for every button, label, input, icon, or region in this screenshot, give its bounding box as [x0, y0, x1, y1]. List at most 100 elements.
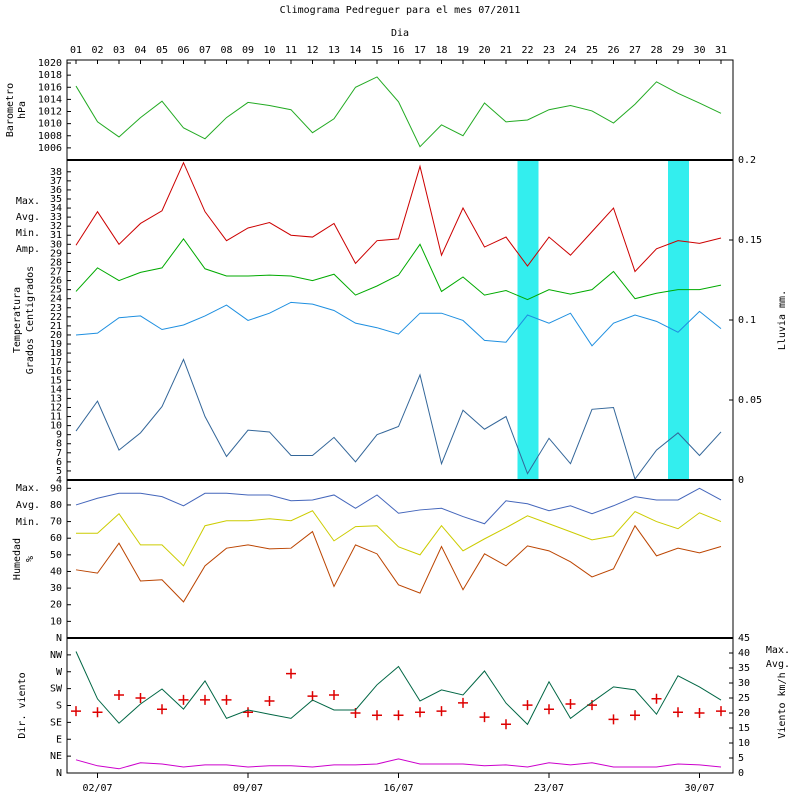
day-label: 18	[435, 45, 447, 56]
day-label: 14	[349, 45, 361, 56]
y-tick-label: 30	[50, 239, 62, 250]
y2-axis-title: Viento km/h	[777, 672, 788, 738]
wind-direction-marker	[630, 710, 640, 721]
y-tick-label: 25	[50, 285, 62, 296]
day-label: 30	[693, 45, 705, 56]
y-axis-title: hPa	[17, 101, 28, 119]
y-tick-label: NE	[50, 751, 62, 762]
legend-label: Min.	[16, 228, 40, 239]
y-tick-label: 33	[50, 212, 62, 223]
y-tick-label: 21	[50, 321, 62, 332]
y-tick-label: 29	[50, 248, 62, 259]
y2-tick-label: 45	[738, 633, 750, 644]
day-label: 13	[328, 45, 340, 56]
y-axis-title: Dir. viento	[17, 672, 28, 738]
day-label: 24	[564, 45, 576, 56]
y-axis-title: Humedad	[12, 538, 23, 580]
wind-direction-marker	[393, 710, 404, 721]
y-tick-label: 34	[50, 203, 62, 214]
rain-bar	[668, 160, 689, 480]
y-tick-label: 1010	[38, 119, 62, 130]
y2-tick-label: 20	[738, 708, 750, 719]
legend-label: Avg.	[16, 500, 40, 511]
wind-direction-marker	[286, 668, 296, 679]
y-tick-label: 38	[50, 167, 62, 178]
y-tick-label: 17	[50, 357, 62, 368]
y-tick-label: 11	[50, 412, 62, 423]
y-tick-label: 15	[50, 375, 62, 386]
wind-direction-marker	[114, 690, 124, 700]
y-tick-label: 27	[50, 267, 62, 278]
y-tick-label: NW	[50, 650, 63, 661]
y-tick-label: E	[56, 734, 62, 745]
legend-label: Avg.	[16, 212, 40, 223]
y-tick-label: 10	[50, 421, 62, 432]
y2-tick-label: 0.05	[738, 395, 762, 406]
day-label: 26	[607, 45, 619, 56]
day-label: 08	[220, 45, 232, 56]
wind-direction-marker	[544, 704, 554, 715]
wind-direction-marker	[264, 696, 275, 706]
y-tick-label: 1014	[38, 94, 62, 105]
day-label: 10	[263, 45, 275, 56]
y2-tick-label: 30	[738, 678, 750, 689]
y-tick-label: 1006	[38, 143, 62, 154]
day-label: 07	[199, 45, 211, 56]
wind-direction-marker	[458, 697, 468, 708]
series-line	[75, 238, 722, 301]
y-axis-title: %	[25, 556, 36, 562]
day-label: 02	[91, 45, 103, 56]
wind-direction-marker	[651, 693, 662, 704]
wind-direction-marker	[372, 710, 382, 721]
y-tick-label: 31	[50, 230, 62, 241]
wind-direction-marker	[479, 712, 490, 723]
series-line	[76, 510, 722, 567]
y-tick-label: 50	[50, 550, 62, 561]
day-label: 05	[156, 45, 168, 56]
y-tick-label: N	[56, 768, 62, 779]
day-label: 03	[113, 45, 125, 56]
day-label: 22	[521, 45, 533, 56]
y-tick-label: 14	[50, 384, 62, 395]
y-axis-title: Barometro	[5, 83, 16, 137]
series-line	[75, 651, 722, 726]
wind-direction-marker	[92, 707, 103, 718]
wind-direction-marker	[565, 699, 576, 709]
wind-direction-marker	[673, 707, 683, 718]
day-label: 28	[650, 45, 662, 56]
day-label: 21	[500, 45, 512, 56]
legend-label: Max.	[16, 483, 40, 494]
y-tick-label: 16	[50, 366, 62, 377]
series-line	[75, 76, 722, 148]
y-tick-label: 9	[56, 430, 62, 441]
y2-tick-label: 15	[738, 723, 750, 734]
y2-tick-label: 35	[738, 663, 750, 674]
series-line	[75, 758, 722, 770]
day-label: 15	[371, 45, 383, 56]
y-tick-label: 1016	[38, 82, 62, 93]
series-line	[75, 487, 722, 525]
y-tick-label: 70	[50, 517, 62, 528]
day-label: 25	[586, 45, 598, 56]
y2-tick-label: 25	[738, 693, 750, 704]
wind-direction-marker	[243, 707, 253, 718]
legend-label: Amp.	[16, 244, 40, 255]
x-tick-label: 09/07	[233, 783, 263, 794]
wind-direction-marker	[200, 694, 210, 705]
y-tick-label: 90	[50, 483, 62, 494]
y-tick-label: 30	[50, 583, 62, 594]
y-axis-title: Temperatura	[12, 287, 23, 353]
day-label: 29	[672, 45, 684, 56]
day-label: 11	[285, 45, 297, 56]
y-tick-label: 36	[50, 185, 62, 196]
day-label: 04	[134, 45, 146, 56]
day-label: 20	[478, 45, 490, 56]
y-tick-label: 12	[50, 402, 62, 413]
y2-axis-title: Lluvia mm.	[777, 290, 788, 350]
wind-direction-marker	[221, 694, 232, 705]
y2-tick-label: 0.15	[738, 235, 762, 246]
y-tick-label: 26	[50, 276, 62, 287]
y-tick-label: 1012	[38, 107, 62, 118]
